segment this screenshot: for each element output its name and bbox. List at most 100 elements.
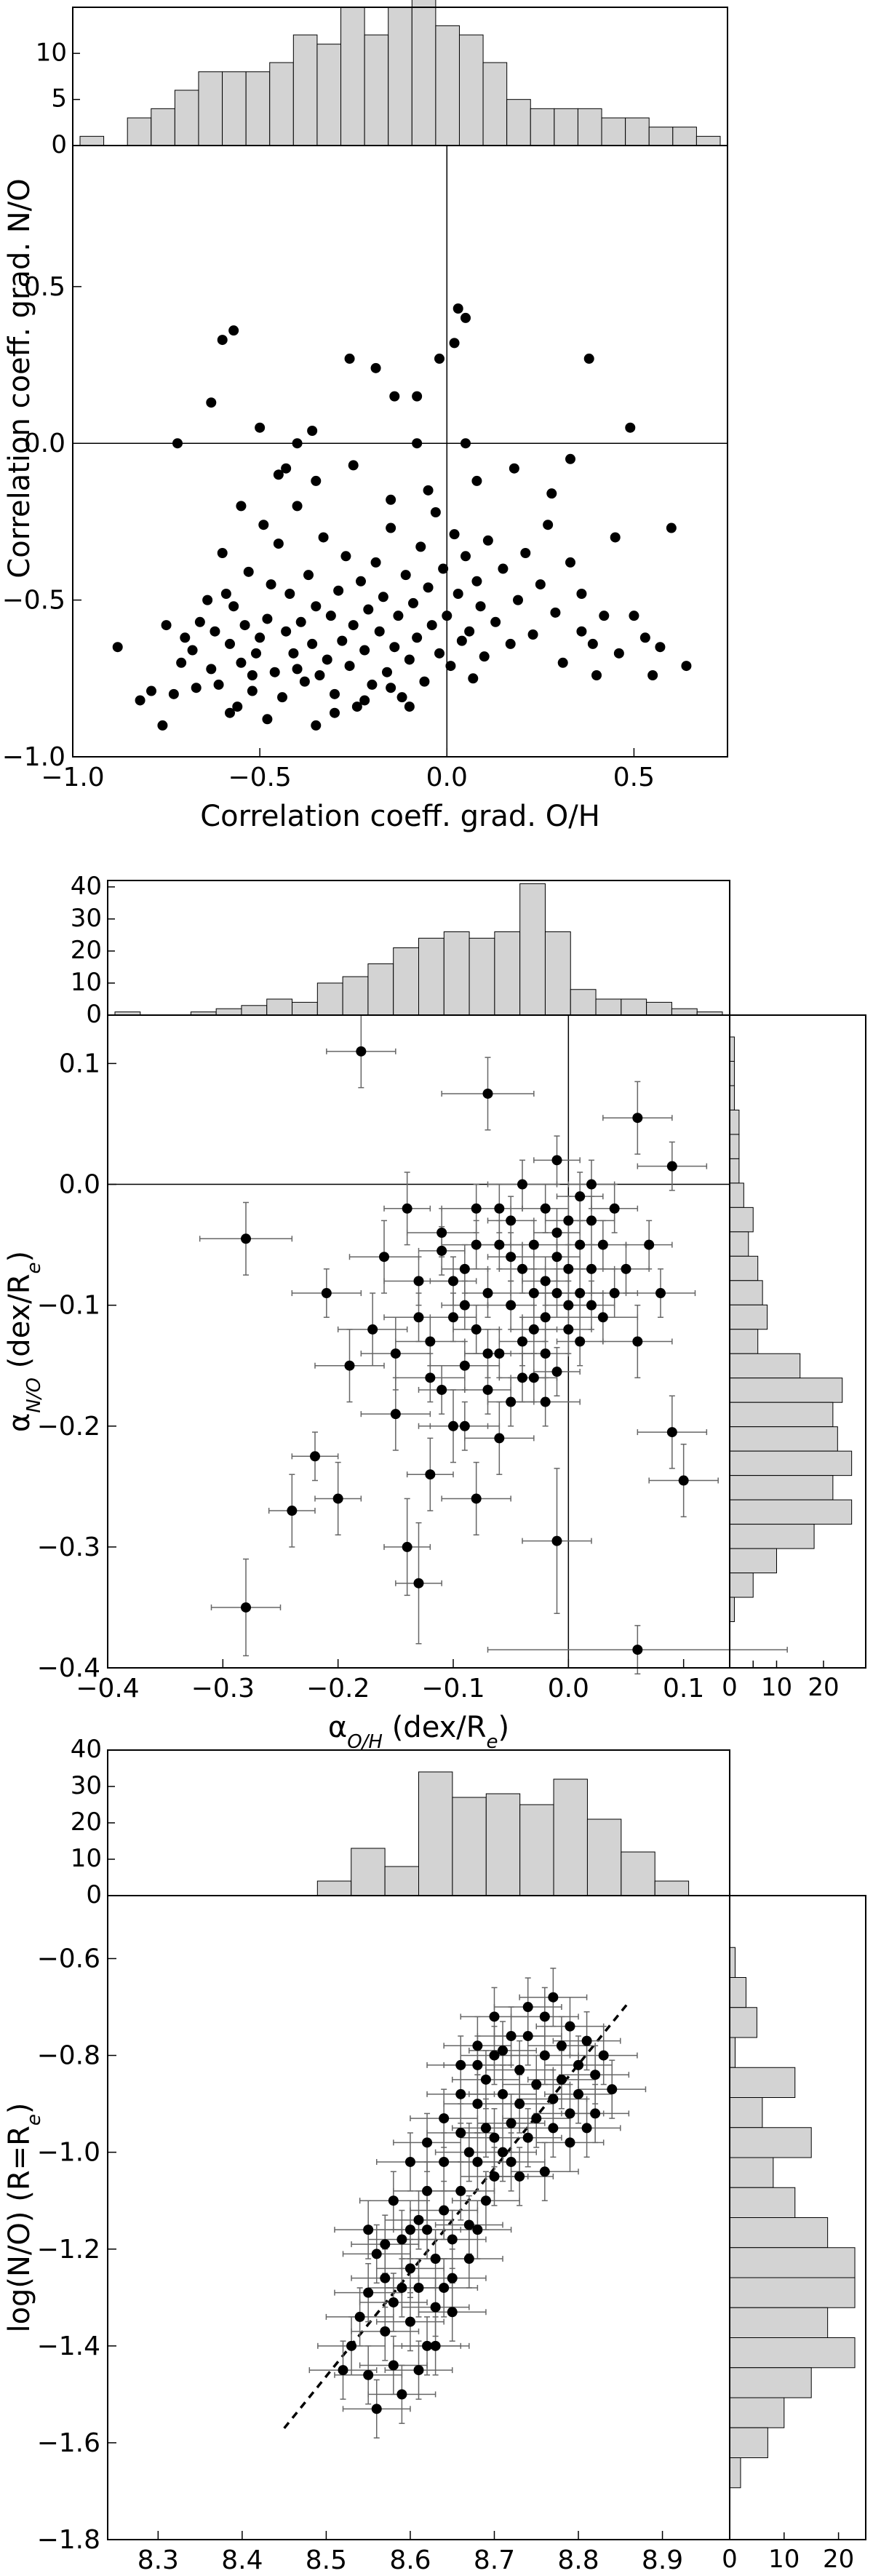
top-hist-bar [530,108,555,146]
data-point [647,670,658,680]
main-frame [107,1895,730,2540]
data-point [563,1263,574,1274]
data-point [471,1324,482,1335]
data-point [210,626,220,637]
data-point [402,1203,412,1214]
data-point [528,1324,539,1335]
data-point [632,1113,643,1124]
data-point [390,1348,401,1359]
data-point [390,1409,401,1420]
data-point [449,338,460,349]
data-point [438,563,449,574]
data-point [472,2040,483,2051]
data-point [436,1245,447,1256]
x-tick-label: −0.3 [191,1674,255,1704]
x-tick-label: 8.3 [137,2545,179,2575]
top-hist-bar [79,135,105,146]
right-hist-bar [729,2397,785,2428]
right-hist-bar [729,1353,801,1379]
y-tick-label: −1.0 [2,742,65,772]
data-point [273,469,284,480]
data-point [459,1300,470,1311]
data-point [439,2156,450,2167]
data-point [480,2074,491,2085]
data-point [389,642,400,653]
right-hist-bar [729,1231,749,1257]
y-tick-label: −0.4 [37,1653,100,1683]
top-hist-tick-label: 0 [86,1880,102,1909]
right-hist-bar [729,1524,815,1549]
top-hist-bar [570,989,597,1016]
data-point [228,601,239,612]
top-hist-bar [577,108,602,146]
data-point [528,1288,539,1299]
x-tick-label: 8.8 [557,2545,599,2575]
right-hist-tick-label: 20 [823,2545,854,2574]
x-tick-label: −1.0 [41,763,104,792]
top-hist-tick-label: 10 [71,1844,102,1873]
data-point [565,557,575,568]
data-point [413,1276,424,1287]
y-tick-label: 0.1 [59,1049,100,1078]
y-tick-label: −0.6 [37,1944,100,1974]
right-hist-bar [729,2367,812,2398]
top-hist-bar [245,71,271,146]
data-point [386,522,396,533]
right-hist-bar [729,1182,744,1208]
data-point [241,1602,251,1613]
data-point [447,2273,458,2283]
right-hist-bar [729,2067,796,2098]
data-point [590,2108,601,2119]
data-point [386,494,396,505]
data-point [655,1288,666,1299]
top-hist-bar [266,998,293,1016]
data-point [307,426,318,436]
data-point [370,362,381,373]
data-point [625,422,636,433]
top-hist-bar [544,931,571,1016]
main-frame [72,145,728,758]
right-hist-bar [729,2187,796,2218]
data-point [112,642,123,653]
data-point [413,1312,424,1323]
data-point [464,626,475,637]
top-hist-tick-label: 10 [71,968,102,997]
right-hist-bar [729,1977,746,2008]
top-hist-bar [506,99,531,146]
y-tick-label: −1.6 [37,2428,100,2458]
data-point [277,692,287,703]
top-hist-bar [316,44,342,146]
data-point [546,488,557,499]
data-point [506,2156,517,2167]
data-point [180,632,191,643]
data-point [363,604,374,615]
top-hist-bar [351,1848,386,1896]
data-point [609,1203,620,1214]
top-hist-bar [292,34,318,146]
y-tick-label: 0.0 [59,1170,100,1200]
data-point [307,638,318,649]
data-point [655,642,666,653]
right-hist-bar [729,1947,736,1978]
right-hist-bar [729,1109,740,1135]
data-point [482,1384,493,1395]
top-hist-bar [621,1851,655,1896]
data-point [255,632,266,643]
data-point [489,2011,500,2022]
data-point [540,1396,551,1407]
data-point [528,1372,539,1383]
data-point [378,592,388,603]
data-point [330,688,340,699]
data-point [396,692,407,703]
data-point [448,1312,458,1323]
right-hist-bar [729,2277,856,2308]
data-point [459,1263,470,1274]
data-point [517,1372,527,1383]
data-point [269,667,280,677]
main-plot: 8.3 8.4 8.5 8.6 8.7 8.8 8.9 −1.8 −1.6 −1.4 −1.2 −1.… [3,1895,730,2575]
data-point [371,2249,382,2259]
data-point [408,597,418,608]
y-tick-label: −0.2 [37,1412,100,1442]
right-histogram: 0 10 20 [722,1895,866,2574]
data-point [472,2059,483,2070]
